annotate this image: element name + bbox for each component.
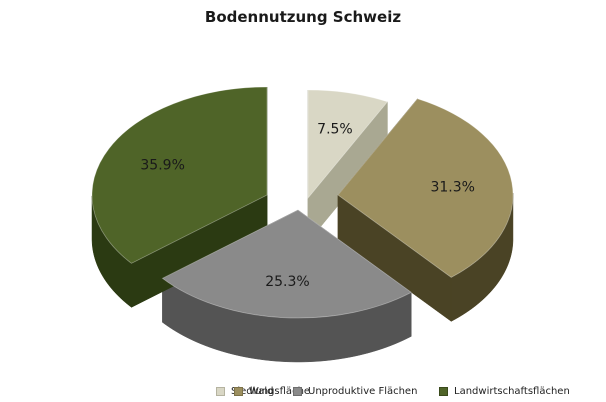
pie-slice-siedlungsfl-che [307, 89, 389, 200]
pie-chart: 7.5% 31.3% 25.3% 35.9% [91, 86, 514, 363]
pie-slice-value-label: 35.9% [140, 157, 184, 173]
legend-swatch [439, 386, 448, 396]
legend-swatch [293, 386, 302, 396]
legend-item-siedlungsflaeche: Siedlungsfläche [216, 384, 310, 398]
legend-label: Unproduktive Flächen [308, 385, 418, 397]
legend-label: Siedlungsfläche [231, 385, 311, 397]
legend-label: Wald [249, 385, 274, 397]
pie-slice-value-label: 31.3% [430, 180, 474, 196]
legend-item-landwirtschaftsflaechen: Landwirtschaftsflächen [439, 384, 570, 398]
pie-slice-value-label: 7.5% [317, 122, 353, 138]
chart-title: Bodennutzung Schweiz [204, 8, 402, 26]
legend-label: Landwirtschaftsflächen [454, 385, 570, 397]
legend-item-unproduktive-flaechen: Unproduktive Flächen [293, 384, 417, 398]
pie-slice-wald [337, 98, 514, 278]
pie-slice-unproduktive-fl-chen [161, 209, 412, 319]
legend-swatch [234, 386, 243, 396]
pie-slice-value-label: 25.3% [265, 274, 309, 290]
legend-swatch [216, 386, 225, 396]
legend-item-wald: Wald [234, 384, 274, 398]
pie-slice-landwirtschaftsfl-chen [91, 86, 268, 264]
